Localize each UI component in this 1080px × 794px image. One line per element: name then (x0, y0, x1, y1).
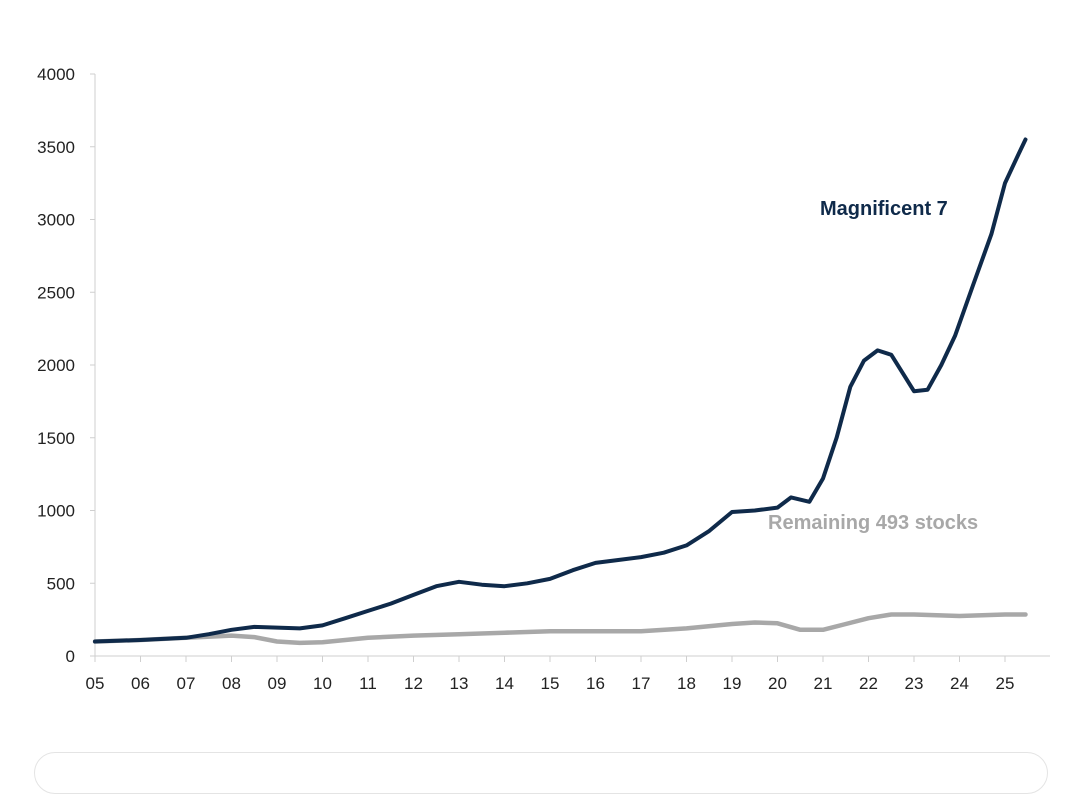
line-chart: 0 500 1000 1500 2000 2500 3000 3500 4000 05 06 07 08… (37, 65, 1050, 693)
x-tick-label: 23 (905, 674, 924, 693)
x-tick-label: 19 (723, 674, 742, 693)
x-tick-label: 10 (313, 674, 332, 693)
x-tick-label: 14 (495, 674, 514, 693)
y-tick-label: 2000 (37, 356, 75, 375)
x-tick-label: 12 (404, 674, 423, 693)
series-lines (92, 137, 1028, 646)
series-label-magnificent-7: Magnificent 7 (820, 198, 948, 220)
y-tick-label: 1500 (37, 429, 75, 448)
series-annotations: Magnificent 7 Remaining 493 stocks (768, 198, 978, 534)
x-tick-label: 25 (996, 674, 1015, 693)
x-tick-label: 21 (814, 674, 833, 693)
series-line-magnificent-7 (93, 137, 1028, 644)
y-tick-label: 500 (47, 574, 75, 593)
x-tick-label: 20 (768, 674, 787, 693)
y-tick-label: 0 (66, 647, 75, 666)
chart-container: 0 500 1000 1500 2000 2500 3000 3500 4000 05 06 07 08… (37, 65, 1050, 693)
x-tick-label: 18 (677, 674, 696, 693)
x-tick-label: 17 (632, 674, 651, 693)
x-tick-label: 06 (131, 674, 150, 693)
x-tick-label: 09 (268, 674, 287, 693)
x-tick-label: 16 (586, 674, 605, 693)
x-tick-label: 07 (177, 674, 196, 693)
x-tick-label: 22 (859, 674, 878, 693)
y-tick-label: 3000 (37, 211, 75, 230)
x-tick-label: 05 (86, 674, 105, 693)
bottom-card (34, 752, 1048, 794)
x-tick-label: 13 (450, 674, 469, 693)
x-tick-label: 24 (950, 674, 969, 693)
y-tick-label: 2500 (37, 283, 75, 302)
y-tick-label: 4000 (37, 65, 75, 84)
y-tick-label: 3500 (37, 138, 75, 157)
tick-labels: 0 500 1000 1500 2000 2500 3000 3500 4000 05 06 07 08… (37, 65, 1014, 693)
x-tick-label: 11 (359, 674, 377, 693)
series-line-remaining-493 (92, 612, 1028, 646)
x-tick-label: 15 (541, 674, 560, 693)
axes (90, 73, 1050, 662)
y-tick-label: 1000 (37, 502, 75, 521)
series-label-remaining-493: Remaining 493 stocks (768, 512, 978, 534)
x-tick-label: 08 (222, 674, 241, 693)
